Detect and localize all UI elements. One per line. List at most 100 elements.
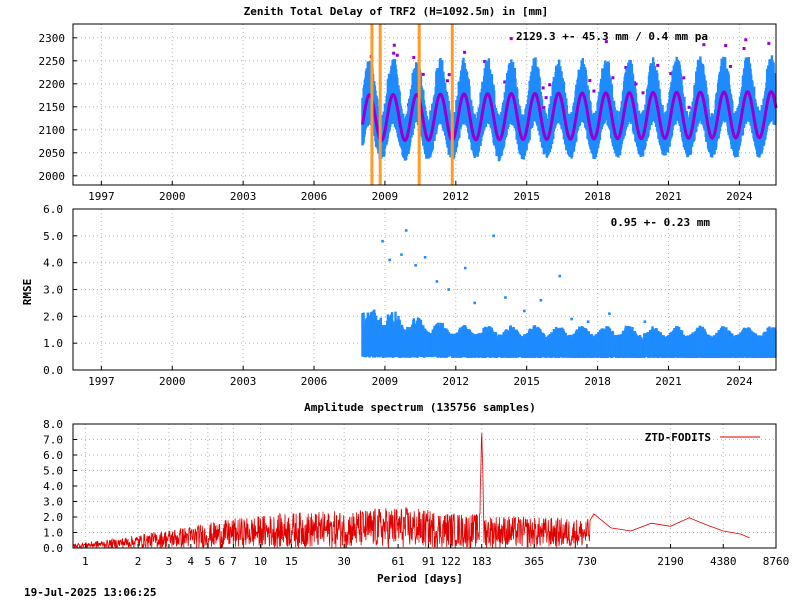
ztd-outlier (687, 105, 691, 109)
ztd-outlier (463, 50, 467, 54)
rmse-outlier (400, 253, 403, 256)
x-tick-label: 2009 (372, 190, 399, 203)
y-tick-label: 0.0 (43, 364, 63, 377)
x-tick-label: 2003 (230, 375, 257, 388)
y-tick-label: 2050 (39, 147, 66, 160)
rmse-outlier (608, 312, 611, 315)
x-tick-label: 2012 (443, 375, 470, 388)
footer-timestamp: 19-Jul-2025 13:06:25 (24, 586, 156, 599)
rmse-outlier (586, 320, 590, 323)
ztd-outlier (445, 79, 449, 83)
rmse-ylabel: RMSE (21, 279, 34, 306)
ztd-points (361, 37, 777, 162)
y-tick-label: 7.0 (43, 434, 63, 447)
ztd-outlier (682, 76, 686, 80)
ztd-outlier (656, 63, 660, 67)
x-tick-label: 2006 (301, 190, 328, 203)
rmse-outlier (539, 298, 543, 302)
y-tick-label: 2150 (39, 101, 66, 114)
rmse-outlier (570, 317, 573, 321)
ztd-outlier (728, 64, 732, 68)
ztd-outlier (483, 59, 487, 63)
y-tick-label: 4.0 (43, 257, 63, 270)
x-tick-label: 8760 (763, 555, 790, 568)
x-tick-label: 30 (337, 555, 350, 568)
x-tick-label: 730 (577, 555, 597, 568)
rmse-outlier (381, 239, 384, 243)
rmse-outlier (504, 296, 507, 299)
x-tick-label: 2009 (372, 375, 399, 388)
spectrum-panel: Amplitude spectrum (135756 samples) 1 2 3 4… (43, 401, 789, 585)
spectrum-line (72, 432, 750, 550)
y-tick-label: 3.0 (43, 496, 63, 509)
rmse-outlier (435, 280, 439, 283)
x-tick-label: 2018 (584, 190, 611, 203)
rmse-panel: 1997 2000 2003 2006 2009 2012 2015 2018 2021 2024… (21, 203, 777, 388)
y-tick-label: 5.0 (43, 465, 63, 478)
ztd-outlier (541, 86, 545, 90)
rmse-outlier (643, 320, 647, 323)
ztd-outlier (392, 43, 396, 47)
ztd-outlier (742, 47, 746, 51)
ztd-outlier (542, 106, 546, 110)
y-tick-label: 2.0 (43, 511, 63, 524)
y-tick-label: 2000 (39, 170, 66, 183)
ztd-outlier (702, 43, 706, 47)
spectrum-curve (72, 432, 750, 550)
x-tick-label: 15 (285, 555, 298, 568)
x-tick-label: 6 (218, 555, 225, 568)
ztd-outlier (548, 83, 552, 87)
rmse-outlier (388, 258, 391, 262)
x-tick-label: 2190 (657, 555, 684, 568)
y-tick-label: 8.0 (43, 418, 63, 431)
spectrum-grid (73, 423, 777, 549)
x-tick-label: 61 (391, 555, 404, 568)
y-tick-label: 2250 (39, 55, 66, 68)
ztd-frame (72, 23, 777, 186)
rmse-outlier (414, 264, 417, 267)
y-tick-label: 4.0 (43, 480, 63, 493)
ztd-outlier (395, 53, 399, 57)
x-tick-label: 1997 (88, 375, 115, 388)
x-tick-label: 2003 (230, 190, 257, 203)
ztd-panel: Zenith Total Delay of TRF2 (H=1092.5m) i… (39, 5, 778, 203)
x-tick-label: 7 (230, 555, 237, 568)
x-tick-label: 2015 (513, 190, 540, 203)
ztd-outlier (421, 72, 425, 76)
ztd-outlier (767, 41, 771, 45)
ztd-outlier (503, 80, 507, 84)
y-tick-label: 2300 (39, 32, 66, 45)
ztd-outlier (588, 79, 592, 83)
spectrum-xlabel: Period [days] (377, 572, 463, 585)
x-tick-label: 3 (166, 555, 173, 568)
x-tick-label: 4380 (710, 555, 737, 568)
rmse-outlier (473, 301, 477, 305)
y-tick-label: 2.0 (43, 310, 63, 323)
x-tick-label: 183 (472, 555, 492, 568)
rmse-outlier (624, 325, 628, 329)
rmse-annotation: 0.95 +- 0.23 mm (611, 216, 711, 229)
ztd-markers (370, 24, 454, 185)
y-tick-label: 3.0 (43, 284, 63, 297)
ztd-outlier (611, 76, 615, 80)
x-tick-label: 2000 (159, 375, 186, 388)
ztd-outlier (669, 72, 673, 76)
ztd-outlier (509, 37, 513, 41)
x-tick-label: 1997 (88, 190, 115, 203)
x-tick-label: 2024 (726, 190, 753, 203)
ztd-outlier (447, 73, 451, 77)
x-tick-label: 91 (422, 555, 435, 568)
x-tick-label: 122 (441, 555, 461, 568)
rmse-outlier (492, 234, 495, 238)
x-tick-label: 2012 (443, 190, 470, 203)
rmse-outlier (447, 288, 451, 291)
x-tick-label: 2000 (159, 190, 186, 203)
y-tick-label: 2100 (39, 124, 66, 137)
x-tick-label: 2024 (726, 375, 753, 388)
x-tick-label: 2006 (301, 375, 328, 388)
x-tick-label: 1 (82, 555, 89, 568)
y-tick-label: 5.0 (43, 230, 63, 243)
ztd-ticks: 1997 2000 2003 2006 2009 2012 2015 2018 2021 2024… (39, 32, 753, 203)
x-tick-label: 365 (524, 555, 544, 568)
y-tick-label: 0.0 (43, 542, 63, 555)
